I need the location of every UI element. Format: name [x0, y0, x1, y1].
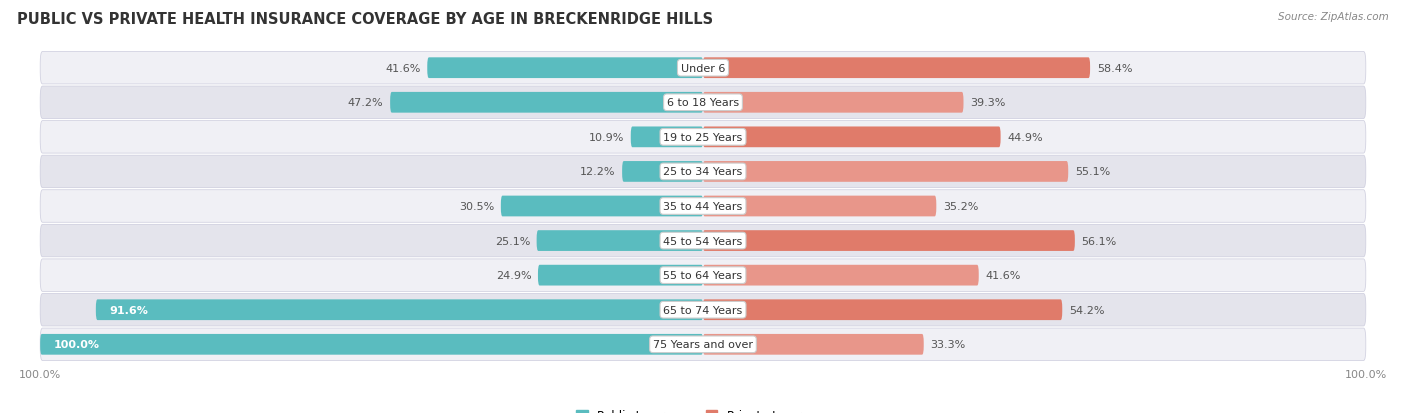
Text: 12.2%: 12.2%: [581, 167, 616, 177]
Text: 54.2%: 54.2%: [1069, 305, 1104, 315]
FancyBboxPatch shape: [631, 127, 703, 148]
FancyBboxPatch shape: [703, 265, 979, 286]
Text: 55.1%: 55.1%: [1074, 167, 1111, 177]
FancyBboxPatch shape: [41, 334, 703, 355]
Text: 41.6%: 41.6%: [385, 64, 420, 74]
Text: 39.3%: 39.3%: [970, 98, 1005, 108]
FancyBboxPatch shape: [703, 230, 1074, 252]
Text: 41.6%: 41.6%: [986, 271, 1021, 280]
Text: 6 to 18 Years: 6 to 18 Years: [666, 98, 740, 108]
Text: 47.2%: 47.2%: [347, 98, 384, 108]
FancyBboxPatch shape: [537, 230, 703, 252]
FancyBboxPatch shape: [41, 156, 1365, 188]
Text: 56.1%: 56.1%: [1081, 236, 1116, 246]
FancyBboxPatch shape: [41, 87, 1365, 119]
Text: 33.3%: 33.3%: [931, 339, 966, 349]
Text: 44.9%: 44.9%: [1007, 133, 1043, 142]
Text: PUBLIC VS PRIVATE HEALTH INSURANCE COVERAGE BY AGE IN BRECKENRIDGE HILLS: PUBLIC VS PRIVATE HEALTH INSURANCE COVER…: [17, 12, 713, 27]
FancyBboxPatch shape: [41, 328, 1365, 361]
Text: 35.2%: 35.2%: [943, 202, 979, 211]
Text: 100.0%: 100.0%: [53, 339, 100, 349]
FancyBboxPatch shape: [389, 93, 703, 114]
FancyBboxPatch shape: [703, 58, 1090, 79]
FancyBboxPatch shape: [427, 58, 703, 79]
Text: 25 to 34 Years: 25 to 34 Years: [664, 167, 742, 177]
Text: 30.5%: 30.5%: [458, 202, 495, 211]
FancyBboxPatch shape: [501, 196, 703, 217]
Text: 58.4%: 58.4%: [1097, 64, 1132, 74]
Text: 45 to 54 Years: 45 to 54 Years: [664, 236, 742, 246]
Text: 35 to 44 Years: 35 to 44 Years: [664, 202, 742, 211]
FancyBboxPatch shape: [703, 299, 1063, 320]
Text: 19 to 25 Years: 19 to 25 Years: [664, 133, 742, 142]
FancyBboxPatch shape: [41, 190, 1365, 223]
Text: 75 Years and over: 75 Years and over: [652, 339, 754, 349]
Text: 91.6%: 91.6%: [110, 305, 148, 315]
Text: 10.9%: 10.9%: [589, 133, 624, 142]
Text: Source: ZipAtlas.com: Source: ZipAtlas.com: [1278, 12, 1389, 22]
Text: 25.1%: 25.1%: [495, 236, 530, 246]
Text: 24.9%: 24.9%: [496, 271, 531, 280]
FancyBboxPatch shape: [538, 265, 703, 286]
Text: 55 to 64 Years: 55 to 64 Years: [664, 271, 742, 280]
FancyBboxPatch shape: [703, 127, 1001, 148]
FancyBboxPatch shape: [41, 52, 1365, 85]
Legend: Public Insurance, Private Insurance: Public Insurance, Private Insurance: [571, 404, 835, 413]
FancyBboxPatch shape: [703, 161, 1069, 183]
FancyBboxPatch shape: [703, 334, 924, 355]
FancyBboxPatch shape: [703, 196, 936, 217]
Text: Under 6: Under 6: [681, 64, 725, 74]
FancyBboxPatch shape: [621, 161, 703, 183]
FancyBboxPatch shape: [703, 93, 963, 114]
FancyBboxPatch shape: [41, 259, 1365, 292]
FancyBboxPatch shape: [96, 299, 703, 320]
FancyBboxPatch shape: [41, 225, 1365, 257]
FancyBboxPatch shape: [41, 121, 1365, 154]
FancyBboxPatch shape: [41, 294, 1365, 326]
Text: 65 to 74 Years: 65 to 74 Years: [664, 305, 742, 315]
